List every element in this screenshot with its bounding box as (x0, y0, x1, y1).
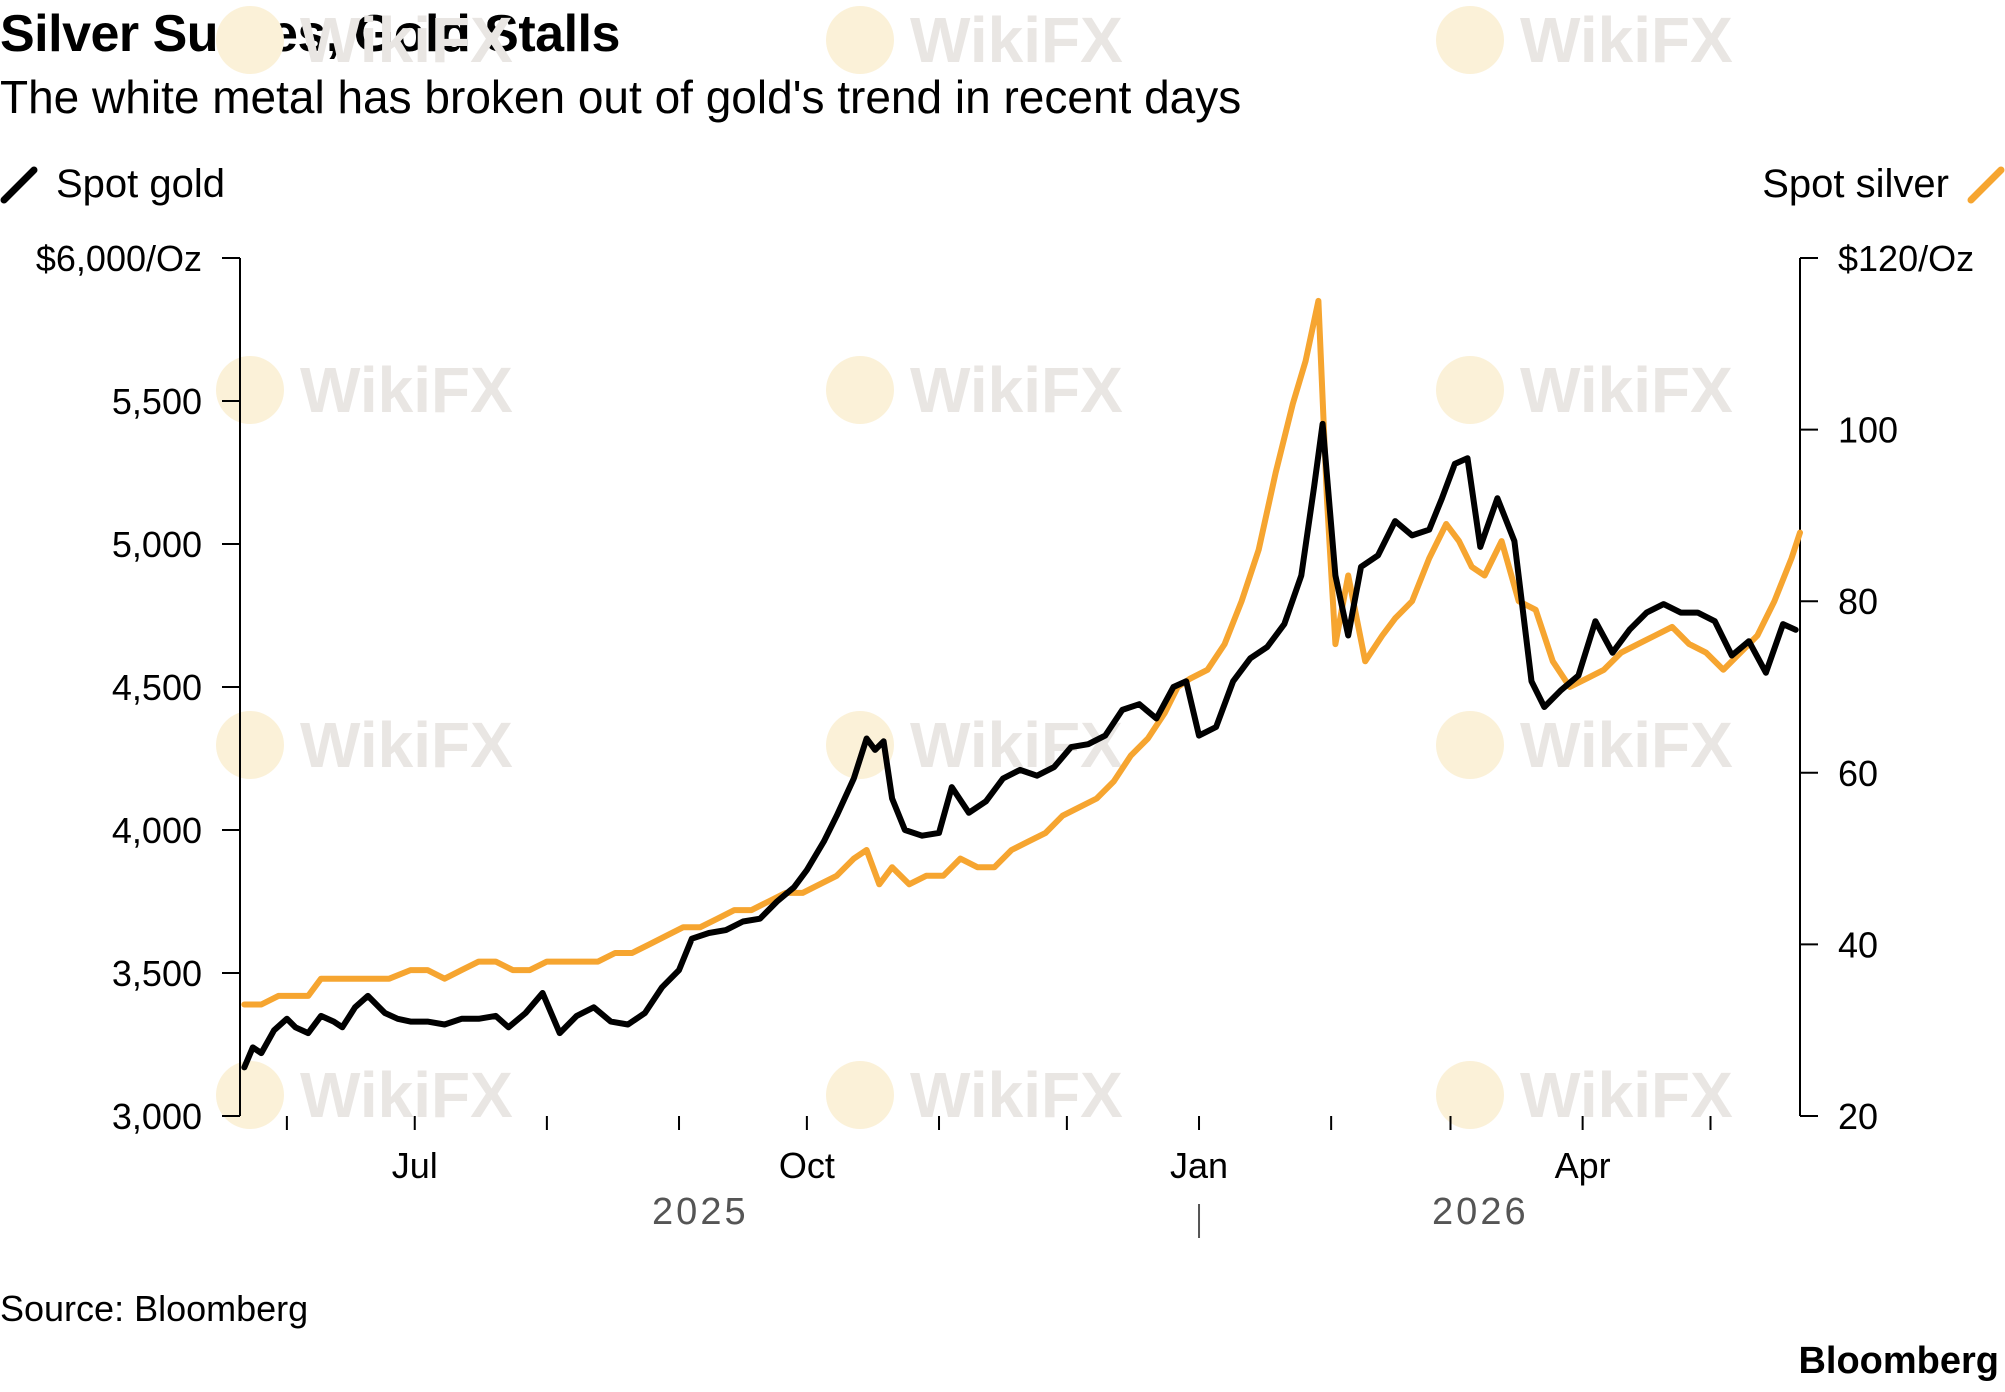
year-label: 2026 (1432, 1191, 1529, 1233)
watermark-icon (1436, 711, 1504, 779)
y-right-tick-label: 80 (1838, 581, 1878, 622)
y-right-tick-label: $120/Oz (1838, 238, 1974, 279)
watermark-text: WikiFX (1520, 4, 1733, 76)
watermark-text: WikiFX (910, 4, 1123, 76)
watermark-text: WikiFX (910, 354, 1123, 426)
x-tick-label: Apr (1555, 1145, 1611, 1186)
y-right-tick-label: 20 (1838, 1096, 1878, 1137)
axes-layer: 3,000 3,500 4,000 4,500 5,000 5,500 $6,000/Oz 2… (36, 238, 1974, 1238)
watermark-icon (826, 6, 894, 74)
watermark-text: WikiFX (1520, 354, 1733, 426)
series-line-gold (241, 420, 1799, 1071)
legend-gold-label: Spot gold (56, 162, 226, 206)
watermark-text: WikiFX (1520, 709, 1733, 781)
y-left-tick-label: 4,000 (112, 810, 202, 851)
year-label: 2025 (652, 1191, 749, 1233)
chart-subtitle: The white metal has broken out of gold's… (0, 71, 1242, 123)
y-right-tick-label: 40 (1838, 924, 1878, 965)
legend-gold: Spot gold (0, 162, 225, 207)
watermark-icon (216, 711, 284, 779)
watermark-text: WikiFX (1520, 1059, 1733, 1131)
series-line-silver (241, 297, 1803, 1008)
watermark-icon (1436, 6, 1504, 74)
watermark-icon (826, 711, 894, 779)
series-layer (241, 297, 1803, 1071)
y-right-tick-label: 100 (1838, 410, 1898, 451)
watermark-text: WikiFX (300, 4, 513, 76)
watermark-icon (216, 1061, 284, 1129)
watermark-text: WikiFX (300, 354, 513, 426)
x-tick-label: Jan (1170, 1145, 1228, 1186)
watermark-text: WikiFX (300, 1059, 513, 1131)
watermark-text: WikiFX (300, 709, 513, 781)
y-left-tick-label: 3,500 (112, 953, 202, 994)
x-tick-label: Oct (779, 1145, 835, 1186)
brand-logo: Bloomberg (1798, 1340, 1999, 1382)
watermark-icon (1436, 1061, 1504, 1129)
x-tick-label: Jul (392, 1145, 438, 1186)
legend-silver: Spot silver (1762, 162, 2005, 207)
watermark-icon (1436, 356, 1504, 424)
watermark-layer: WikiFX WikiFX WikiFX WikiFX WikiFX WikiFX Wiki… (216, 4, 1733, 1131)
y-left-tick-label: 5,000 (112, 524, 202, 565)
watermark-icon (826, 1061, 894, 1129)
watermark-text: WikiFX (910, 1059, 1123, 1131)
watermark-icon (216, 356, 284, 424)
y-right-tick-label: 60 (1838, 753, 1878, 794)
y-left-tick-label: 3,000 (112, 1096, 202, 1137)
gold-swatch-icon (0, 166, 38, 203)
legend-silver-label: Spot silver (1762, 162, 1949, 206)
y-left-tick-label: $6,000/Oz (36, 238, 202, 279)
y-left-tick-label: 5,500 (112, 381, 202, 422)
watermark-icon (826, 356, 894, 424)
watermark-icon (216, 6, 284, 74)
y-left-tick-label: 4,500 (112, 667, 202, 708)
silver-swatch-icon (1967, 166, 2005, 203)
chart-title: Silver Surges, Gold Stalls (0, 5, 620, 63)
source-note: Source: Bloomberg (0, 1288, 309, 1329)
